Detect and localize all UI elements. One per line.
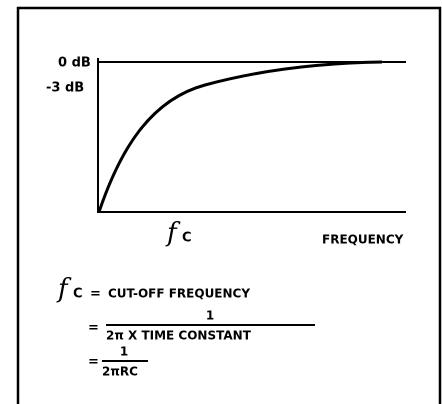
denominator: 2π X TIME CONSTANT bbox=[106, 329, 252, 343]
x-label: FREQUENCY bbox=[322, 233, 404, 247]
equals: = bbox=[88, 321, 99, 336]
formula-symbol: f bbox=[56, 274, 72, 304]
response-curve bbox=[97, 60, 383, 213]
numerator: 1 bbox=[120, 345, 128, 359]
equals: = bbox=[88, 355, 99, 370]
equals: = bbox=[90, 287, 101, 302]
zero-db-label: 0 dB bbox=[58, 56, 91, 71]
definition: CUT-OFF FREQUENCY bbox=[108, 287, 250, 301]
formula-subscript: C bbox=[73, 287, 83, 302]
denominator: 2πRC bbox=[102, 365, 138, 379]
fc-symbol: f bbox=[165, 218, 181, 248]
minus3-db-label: -3 dB bbox=[46, 81, 84, 96]
frame bbox=[16, 6, 442, 404]
numerator: 1 bbox=[206, 309, 214, 323]
fc-subscript: C bbox=[182, 231, 192, 246]
